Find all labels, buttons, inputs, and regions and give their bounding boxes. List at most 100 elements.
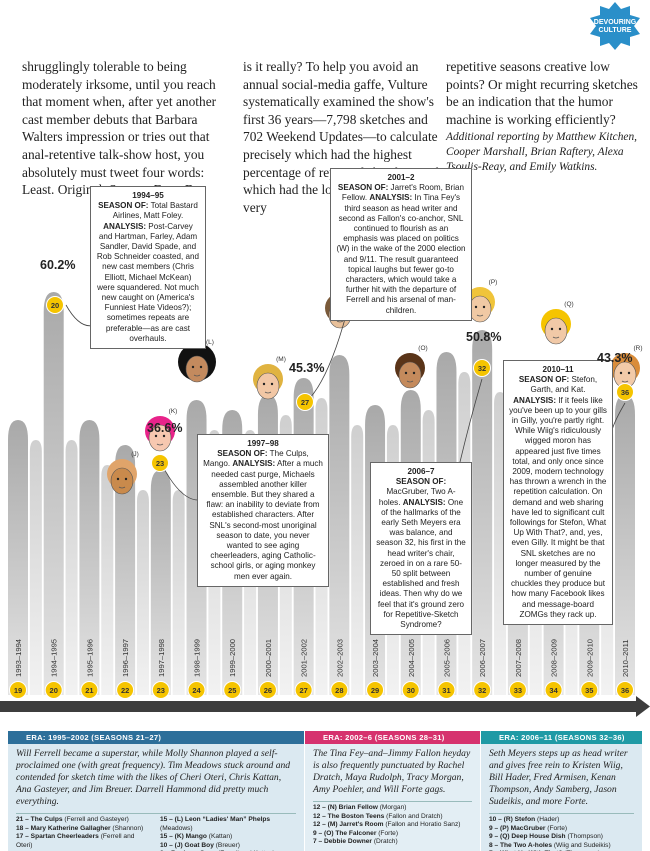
spike xyxy=(8,420,28,695)
spike-minor xyxy=(65,440,78,695)
item-note: (Thompson) xyxy=(567,833,603,841)
season-years: 2005–2006 xyxy=(442,639,451,677)
season-years: 2000–2001 xyxy=(264,639,273,677)
intro-column: shrugglingly tolerable to being moderate… xyxy=(22,59,217,198)
item-lead: 21 – The Culps xyxy=(16,816,63,823)
season-of: Total Bastard Airlines, Matt Foley. xyxy=(112,201,198,221)
era-list: 12 – (N) Brian Fellow (Morgan) 12 – The B… xyxy=(313,801,472,847)
season-number: 29 xyxy=(371,686,379,695)
season-dot xyxy=(294,681,313,699)
analysis: If it feels like you've been up to your … xyxy=(509,395,607,619)
season-years: 2009–2010 xyxy=(585,639,594,677)
season-number: 24 xyxy=(192,686,201,695)
face-label: (R) xyxy=(633,345,642,352)
credits: Additional reporting by Matthew Kitchen,… xyxy=(446,131,637,174)
analysis: One of the hallmarks of the early Seth M… xyxy=(376,497,466,630)
eye xyxy=(482,305,486,309)
callout-dot xyxy=(46,296,64,314)
season-number: 32 xyxy=(478,686,486,695)
eye xyxy=(124,477,128,481)
season-number: 25 xyxy=(228,686,236,695)
era-panel: Will Ferrell became a superstar, while M… xyxy=(8,744,304,851)
mouth xyxy=(552,336,560,339)
season-number: 22 xyxy=(121,686,129,695)
season-dot xyxy=(151,681,170,699)
season-number: 28 xyxy=(335,686,343,695)
item-lead: 10 – (J) Goat Boy xyxy=(160,841,214,849)
badge-text: CULTURE xyxy=(599,27,632,34)
season-number: 19 xyxy=(14,686,22,695)
face xyxy=(256,372,280,400)
season-of: Stefon, Garth, and Kat. xyxy=(530,375,598,395)
spike-minor xyxy=(29,440,42,695)
era-header: ERA: 1995–2002 (SEASONS 21–27) xyxy=(8,731,304,744)
list-item: 8 – The Two A-holes (Wiig and Sudeikis) xyxy=(489,842,634,851)
label: SEASON OF: xyxy=(337,183,389,193)
season-number: 34 xyxy=(549,686,558,695)
season-dot xyxy=(116,681,135,699)
list-item: 9 – (Q) Deep House Dish (Thompson) xyxy=(489,833,634,842)
percent-label: 45.3% xyxy=(289,361,325,375)
item-note: (Meadows) xyxy=(160,824,193,832)
season-years: 2001–2002 xyxy=(300,639,309,677)
list-item: 12 – (N) Brian Fellow (Morgan) xyxy=(313,804,472,813)
face-label: (P) xyxy=(489,279,498,286)
label: ANALYSIS: xyxy=(513,395,557,405)
analysis: After a much needed cast purge, Michaels… xyxy=(206,459,323,581)
label: ANALYSIS: xyxy=(232,459,276,469)
mouth xyxy=(264,391,272,394)
season-dot xyxy=(616,681,634,699)
list-item: 18 – Mary Katherine Gallagher (Shannon) xyxy=(16,825,152,834)
season-of: Jarret's Room, Brian Fellow. xyxy=(341,183,465,203)
eye xyxy=(558,327,562,331)
spike xyxy=(472,330,493,695)
era-description: Will Ferrell became a superstar, while M… xyxy=(16,748,291,807)
season-years: 2010–2011 xyxy=(621,640,630,677)
item-lead: 9 – (Q) Deep House Dish xyxy=(489,833,566,841)
label: ANALYSIS: xyxy=(402,497,446,507)
badge-burst xyxy=(590,2,640,50)
season-dot xyxy=(80,681,99,699)
list-item: 17 – Spartan Cheerleaders (Ferrell and O… xyxy=(16,833,152,850)
callout-year: 2006–7 xyxy=(407,467,435,476)
callout-year: 2010–11 xyxy=(542,365,574,374)
season-years: 1998–1999 xyxy=(193,639,202,677)
item-lead: 18 – Mary Katherine Gallagher xyxy=(16,824,111,832)
eye xyxy=(404,371,408,375)
season-dot xyxy=(187,681,206,699)
intro-text: repetitive seasons creative low points? … xyxy=(446,59,638,127)
callout: 2001–2 SEASON OF: Jarret's Room, Brian F… xyxy=(330,168,472,321)
label: SEASON OF: xyxy=(518,375,570,385)
era-panel: The Tina Fey–and–Jimmy Fallon heyday is … xyxy=(305,744,480,851)
face-label: (K) xyxy=(169,408,178,415)
list-item: 12 – The Boston Teens (Fallon and Dratch… xyxy=(313,813,472,822)
face xyxy=(148,424,172,452)
callout-season: 20 xyxy=(51,301,59,310)
callout-year: 2001–2 xyxy=(387,173,415,182)
list-item: 15 – (L) Leon “Ladies' Man” Phelps (Mead… xyxy=(160,816,296,833)
item-lead: 12 – (M) Jarret's Room xyxy=(313,821,384,829)
season-dot xyxy=(437,681,456,699)
mouth xyxy=(193,374,201,377)
label: SEASON OF: xyxy=(217,449,268,459)
label: SEASON OF: xyxy=(98,201,149,211)
season-dot xyxy=(508,681,527,699)
list-item: 10 – (J) Goat Boy (Breuer) xyxy=(160,842,296,851)
callout-season: 27 xyxy=(301,398,309,407)
intro-column: repetitive seasons creative low points? … xyxy=(446,58,642,175)
season-number: 30 xyxy=(407,686,415,695)
face xyxy=(110,467,134,495)
mouth xyxy=(118,486,126,489)
season-dot xyxy=(330,681,349,699)
callout: 1994–95 SEASON OF: Total Bastard Airline… xyxy=(90,186,206,350)
season-dot xyxy=(44,681,63,699)
badge: DEVOURING CULTURE xyxy=(590,2,640,50)
item-lead: 9 – (O) The Falconer xyxy=(313,829,377,837)
list-item: 12 – (M) Jarret's Room (Fallon and Horat… xyxy=(313,821,472,830)
analysis: In Tina Fey's third season as head write… xyxy=(336,193,466,315)
eye xyxy=(550,327,554,331)
item-note: (Shannon) xyxy=(112,824,144,832)
leader xyxy=(459,378,483,463)
season-dot xyxy=(366,681,385,699)
season-years: 1993–1994 xyxy=(14,639,23,677)
